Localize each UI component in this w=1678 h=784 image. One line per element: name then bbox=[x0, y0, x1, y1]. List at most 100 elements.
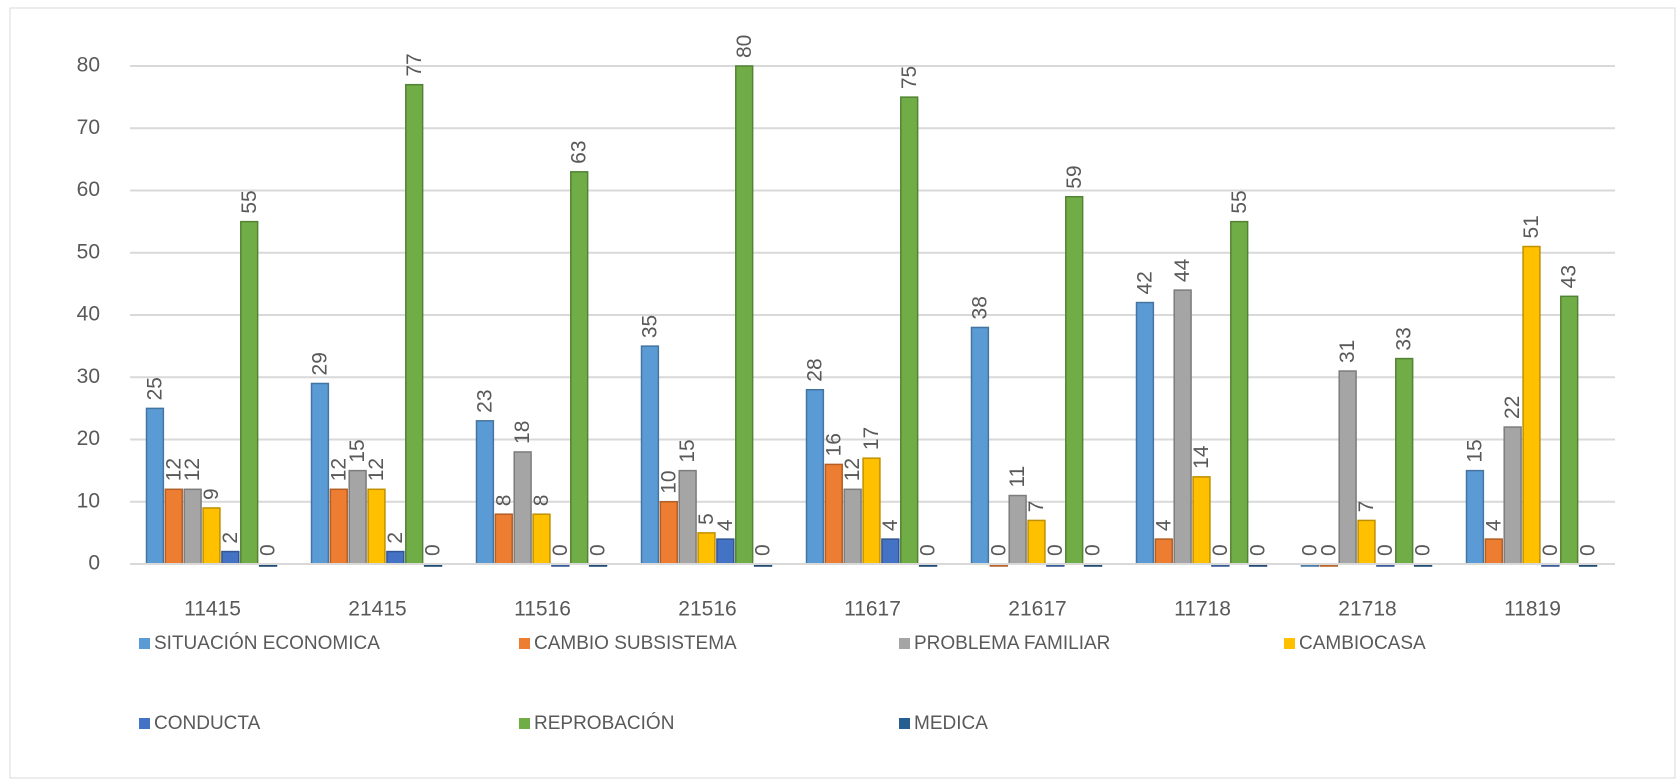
bar bbox=[183, 488, 202, 565]
data-label: 18 bbox=[511, 421, 534, 444]
data-label: 0 bbox=[587, 544, 610, 556]
bar bbox=[697, 532, 716, 565]
data-label: 0 bbox=[1298, 544, 1321, 556]
data-label: 16 bbox=[822, 433, 845, 456]
data-label: 80 bbox=[733, 35, 756, 58]
data-label: 23 bbox=[473, 389, 496, 412]
bar bbox=[1503, 426, 1522, 565]
data-label: 51 bbox=[1520, 215, 1543, 238]
legend-swatch bbox=[899, 638, 910, 649]
data-label: 12 bbox=[365, 458, 388, 481]
bar bbox=[513, 451, 532, 565]
bar bbox=[367, 488, 386, 565]
legend-label: CAMBIOCASA bbox=[1299, 633, 1426, 654]
y-tick-label: 40 bbox=[77, 303, 100, 326]
y-tick-label: 80 bbox=[77, 54, 100, 77]
bar bbox=[970, 326, 990, 565]
x-tick-label: 11718 bbox=[1174, 598, 1231, 621]
data-label: 12 bbox=[327, 458, 350, 481]
data-label: 15 bbox=[676, 439, 699, 462]
data-label: 0 bbox=[987, 544, 1010, 556]
data-label: 2 bbox=[219, 532, 242, 544]
chart-frame bbox=[9, 7, 1676, 779]
bar bbox=[805, 388, 825, 565]
data-label: 38 bbox=[968, 296, 991, 319]
legend-label: CAMBIO SUBSISTEMA bbox=[534, 633, 737, 654]
bar bbox=[570, 171, 589, 565]
bar bbox=[900, 96, 919, 565]
bar bbox=[1192, 476, 1211, 565]
data-label: 12 bbox=[181, 458, 204, 481]
legend-swatch bbox=[519, 638, 530, 649]
bar bbox=[659, 501, 678, 565]
bar bbox=[475, 420, 495, 565]
data-label: 0 bbox=[1247, 544, 1270, 556]
data-label: 0 bbox=[1044, 544, 1067, 556]
bar bbox=[1230, 220, 1249, 565]
data-label: 8 bbox=[492, 495, 515, 507]
bar bbox=[678, 469, 697, 565]
data-label: 0 bbox=[549, 544, 572, 556]
bar bbox=[862, 457, 881, 565]
data-label: 25 bbox=[143, 377, 166, 400]
data-label: 12 bbox=[162, 458, 185, 481]
data-label: 11 bbox=[1006, 466, 1029, 488]
y-tick-label: 0 bbox=[88, 552, 100, 575]
data-label: 7 bbox=[1355, 501, 1378, 513]
data-label: 33 bbox=[1393, 327, 1416, 350]
legend-label: MEDICA bbox=[914, 713, 988, 734]
data-label: 4 bbox=[714, 519, 737, 531]
bar bbox=[164, 488, 183, 565]
data-label: 28 bbox=[803, 358, 826, 381]
data-label: 29 bbox=[308, 352, 331, 375]
y-tick-label: 50 bbox=[77, 240, 100, 263]
legend-label: SITUACIÓN ECONOMICA bbox=[154, 632, 380, 654]
x-tick-label: 11415 bbox=[184, 598, 241, 621]
data-label: 75 bbox=[898, 66, 921, 89]
bar bbox=[843, 488, 862, 565]
data-label: 12 bbox=[841, 458, 864, 481]
data-label: 35 bbox=[638, 315, 661, 338]
bar bbox=[145, 407, 165, 565]
legend-swatch bbox=[519, 718, 530, 729]
data-label: 0 bbox=[257, 544, 280, 556]
data-label: 22 bbox=[1501, 396, 1524, 419]
bar bbox=[1135, 301, 1155, 565]
bar bbox=[1395, 357, 1414, 565]
legend-swatch bbox=[139, 638, 150, 649]
data-label: 77 bbox=[403, 53, 426, 76]
x-tick-label: 11516 bbox=[514, 598, 571, 621]
data-label: 4 bbox=[1482, 519, 1505, 531]
data-label: 14 bbox=[1190, 445, 1213, 469]
data-label: 0 bbox=[752, 544, 775, 556]
y-tick-label: 60 bbox=[77, 178, 100, 201]
data-label: 0 bbox=[1539, 544, 1562, 556]
data-label: 8 bbox=[530, 495, 553, 507]
data-label: 31 bbox=[1336, 340, 1359, 363]
bar bbox=[824, 463, 843, 565]
data-label: 15 bbox=[346, 439, 369, 462]
bar bbox=[329, 488, 348, 565]
x-tick-label: 21415 bbox=[348, 598, 406, 621]
bar bbox=[202, 507, 221, 565]
bar bbox=[532, 513, 551, 565]
bar bbox=[1027, 519, 1046, 565]
bar bbox=[348, 469, 367, 565]
data-label: 15 bbox=[1463, 439, 1486, 462]
legend-label: CONDUCTA bbox=[154, 713, 261, 734]
data-label: 0 bbox=[1317, 544, 1340, 556]
data-label: 0 bbox=[917, 544, 940, 556]
bar bbox=[386, 550, 405, 565]
data-label: 59 bbox=[1063, 165, 1086, 188]
bar bbox=[1465, 469, 1485, 565]
data-label: 42 bbox=[1133, 271, 1156, 294]
data-label: 0 bbox=[1209, 544, 1232, 556]
data-label: 0 bbox=[422, 544, 445, 556]
bar bbox=[716, 538, 735, 565]
bar bbox=[1484, 538, 1503, 565]
y-tick-label: 10 bbox=[77, 489, 100, 512]
bar bbox=[240, 220, 259, 565]
data-label: 4 bbox=[1152, 519, 1175, 531]
data-label: 0 bbox=[1374, 544, 1397, 556]
